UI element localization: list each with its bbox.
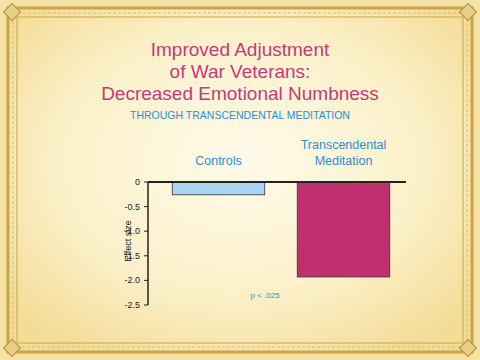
- x-axis-line: [148, 181, 406, 183]
- y-tick: [144, 255, 148, 256]
- frame-inner: [13, 13, 467, 347]
- category-label-line: Controls: [195, 154, 242, 168]
- background: [8, 8, 472, 352]
- category-label: Transcendental Meditation: [301, 138, 387, 168]
- title-line: Decreased Emotional Numbness: [101, 83, 379, 104]
- frame-corner: [4, 340, 21, 357]
- frame-corner: [460, 340, 477, 357]
- chart-svg: Improved Adjustmentof War Veterans:Decre…: [0, 0, 480, 360]
- y-tick: [144, 280, 148, 281]
- y-tick-label: -0.5: [124, 202, 140, 212]
- y-tick-label: 0: [135, 177, 140, 187]
- chart-root: Improved Adjustmentof War Veterans:Decre…: [0, 0, 480, 360]
- y-axis-label: Effect size: [123, 220, 133, 261]
- bar: [297, 182, 390, 277]
- bar: [172, 182, 265, 195]
- category-label-line: Meditation: [315, 154, 373, 168]
- subtitle: THROUGH TRANSCENDENTAL MEDITATION: [130, 109, 350, 121]
- y-tick: [144, 231, 148, 232]
- y-tick-label: -2.0: [124, 275, 140, 285]
- frame-innermost: [17, 17, 463, 343]
- bars: [172, 182, 390, 277]
- y-tick-label: -2.5: [124, 300, 140, 310]
- outer-background: [0, 0, 480, 360]
- title-line: of War Veterans:: [170, 61, 311, 82]
- category-label-line: Transcendental: [301, 138, 387, 152]
- title-line: Improved Adjustment: [151, 39, 330, 60]
- frame-corner: [460, 4, 477, 21]
- y-axis-line: [147, 182, 149, 305]
- y-tick: [144, 206, 148, 207]
- title: Improved Adjustmentof War Veterans:Decre…: [101, 39, 379, 104]
- category-label: Controls: [195, 154, 242, 168]
- annotation: p < .025: [250, 291, 280, 300]
- y-tick: [144, 182, 148, 183]
- frame-corner: [4, 4, 21, 21]
- frame-outer: [8, 8, 472, 352]
- y-tick: [144, 305, 148, 306]
